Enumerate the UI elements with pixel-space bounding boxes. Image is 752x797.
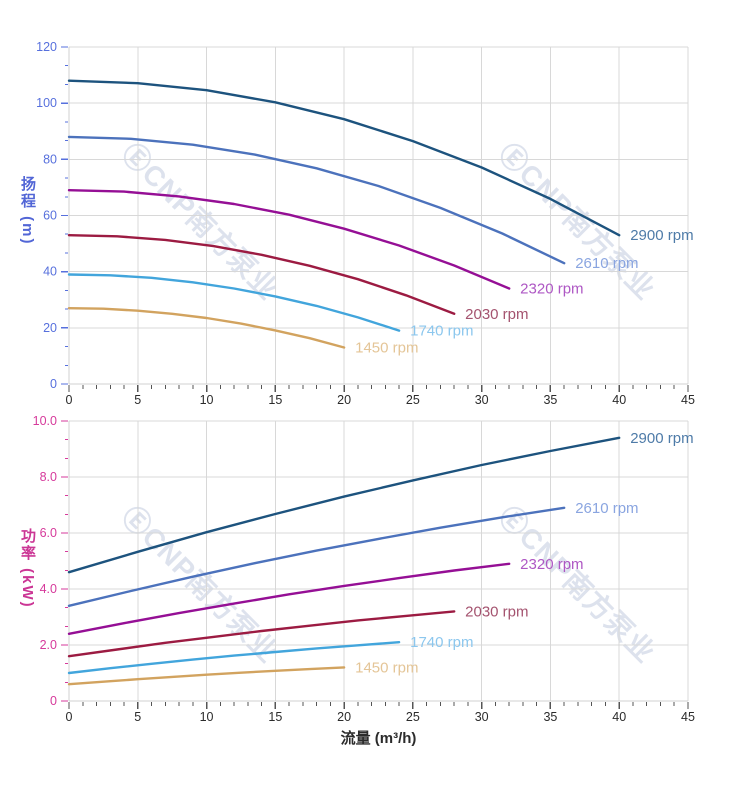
curve-label-1450-rpm-power-chart: 1450 rpm [355,659,418,676]
head-chart-y-tick-label: 40 [43,265,57,279]
power-chart-y-tick-label: 2.0 [40,638,57,652]
head-chart-x-tick-label: 5 [134,393,141,407]
power-chart-x-tick-label: 10 [200,710,214,724]
curve-2320-rpm-head-chart [67,188,511,290]
head-chart-y-tick-label: 120 [36,40,57,54]
power-chart-x-tick-label: 0 [66,710,73,724]
head-chart-x-tick-label: 45 [681,393,695,407]
head-chart-x-tick-label: 20 [337,393,351,407]
power-chart-x-axis: 0 5 10 15 20 25 30 35 40 45 [66,702,695,724]
power-chart-gridlines [69,420,689,701]
power-chart: 0 2.0 4.0 6.0 8.0 10.0 0 5 10 15 20 25 30 35 40 45 2900 … [33,414,695,724]
curve-1740-rpm-power-chart [67,641,401,675]
curve-label-2610-rpm-power-chart: 2610 rpm [575,500,638,517]
curve-2030-rpm-head-chart [67,233,456,315]
curve-1740-rpm-head-chart [67,273,401,332]
head-chart-x-tick-label: 30 [475,393,489,407]
power-chart-y-tick-label: 0 [50,694,57,708]
power-chart-x-tick-label: 35 [543,710,557,724]
curve-1450-rpm-power-chart [67,666,346,686]
power-chart-x-tick-label: 40 [612,710,626,724]
curve-label-1740-rpm-head-chart: 1740 rpm [410,323,473,340]
curve-label-1740-rpm-power-chart: 1740 rpm [410,634,473,651]
power-chart-x-tick-label: 45 [681,710,695,724]
curve-label-2320-rpm-power-chart: 2320 rpm [520,556,583,573]
head-chart-axis-lines [68,47,688,385]
power-chart-y-tick-label: 8.0 [40,470,57,484]
curve-2900-rpm-power-chart [67,436,621,574]
curve-2610-rpm-power-chart [67,506,566,607]
power-chart-x-tick-label: 5 [134,710,141,724]
curve-label-2030-rpm-power-chart: 2030 rpm [465,603,528,620]
curve-label-2320-rpm-head-chart: 2320 rpm [520,281,583,298]
curve-label-2900-rpm-power-chart: 2900 rpm [630,430,693,447]
curve-2030-rpm-power-chart [67,610,456,658]
curve-label-2610-rpm-head-chart: 2610 rpm [575,255,638,272]
power-chart-y-tick-label: 4.0 [40,582,57,596]
power-chart-y-tick-label: 10.0 [33,414,57,428]
head-chart-x-tick-label: 40 [612,393,626,407]
power-chart-y-tick-label: 6.0 [40,526,57,540]
power-chart-x-tick-label: 20 [337,710,351,724]
head-chart-x-tick-label: 35 [543,393,557,407]
head-y-axis-title: 扬程 (m) [19,176,36,246]
power-y-axis-title: 功率 (kW) [19,528,36,609]
head-chart-gridlines [69,46,689,384]
power-chart-y-axis: 0 2.0 4.0 6.0 8.0 10.0 [33,414,68,708]
head-chart-y-tick-label: 60 [43,209,57,223]
head-chart-y-axis: 0 20 40 60 80 100 120 [36,40,68,391]
head-chart-x-tick-label: 10 [200,393,214,407]
head-chart-y-tick-label: 100 [36,96,57,110]
power-chart-axis-lines [68,421,688,702]
head-chart-x-axis: 0 5 10 15 20 25 30 35 40 45 [66,385,695,407]
curve-1450-rpm-head-chart [67,307,346,349]
watermark-cnp-logo-text: ⒺCNP南方泵业 [493,500,662,669]
watermark-cnp-logo-text: ⒺCNP南方泵业 [116,137,285,306]
curve-2610-rpm-head-chart [67,135,566,265]
head-chart-x-tick-label: 25 [406,393,420,407]
head-chart-y-tick-label: 80 [43,152,57,166]
curve-2900-rpm-head-chart [67,79,621,237]
head-chart-y-tick-label: 20 [43,321,57,335]
power-chart-x-tick-label: 15 [268,710,282,724]
curve-label-1450-rpm-head-chart: 1450 rpm [355,339,418,356]
head-chart-x-tick-label: 15 [268,393,282,407]
head-chart: 0 20 40 60 80 100 120 0 5 10 15 20 25 30 35 40 45 2900 rp… [36,40,695,407]
curve-label-2900-rpm-head-chart: 2900 rpm [630,227,693,244]
curve-2320-rpm-power-chart [67,562,511,635]
watermark-cnp-logo-text: ⒺCNP南方泵业 [116,500,285,669]
curve-label-2030-rpm-head-chart: 2030 rpm [465,306,528,323]
head-chart-x-tick-label: 0 [66,393,73,407]
flow-x-axis-title: 流量 (m³/h) [340,730,417,747]
power-chart-x-tick-label: 25 [406,710,420,724]
power-chart-x-tick-label: 30 [475,710,489,724]
head-chart-y-tick-label: 0 [50,377,57,391]
